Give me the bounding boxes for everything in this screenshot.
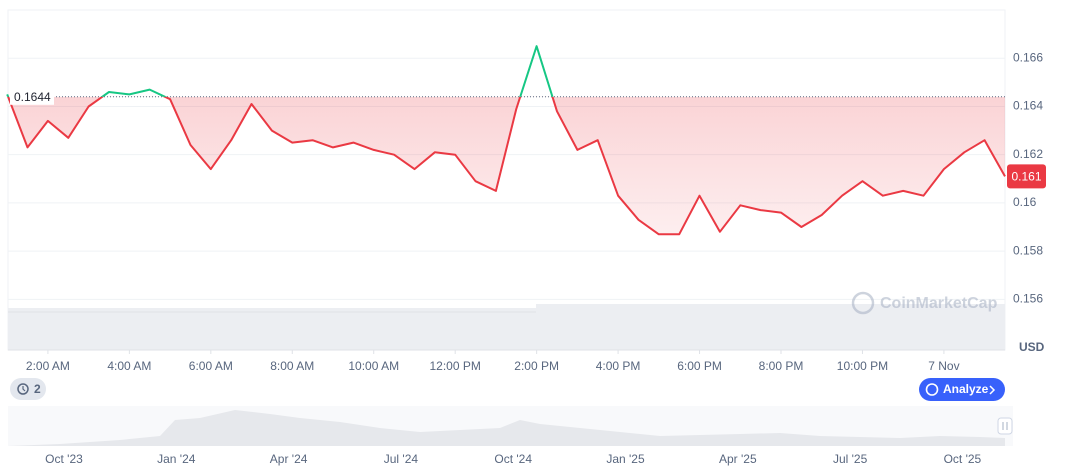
x-tick-label: 2:00 PM	[514, 359, 559, 373]
navigator-label: Jul '25	[833, 452, 868, 466]
navigator-label: Oct '24	[494, 452, 532, 466]
y-tick-label: 0.16	[1013, 195, 1037, 209]
x-tick-label: 10:00 AM	[348, 359, 399, 373]
baseline-label: 0.1644	[14, 90, 51, 104]
navigator-label: Apr '25	[719, 452, 757, 466]
navigator-labels: Oct '23 Jan '24 Apr '24 Jul '24 Oct '24 Jan '…	[45, 452, 981, 466]
x-tick-label: 12:00 PM	[429, 359, 480, 373]
baseline-label-bg	[10, 88, 54, 105]
y-tick-label: 0.158	[1013, 243, 1043, 257]
y-tick-label: 0.162	[1013, 147, 1043, 161]
x-ticks: 2:00 AM 4:00 AM 6:00 AM 8:00 AM 10:00 AM 12:0…	[26, 350, 960, 373]
y-tick-label: 0.164	[1013, 99, 1043, 113]
price-area	[8, 96, 1005, 235]
plot: 0.1644	[6, 45, 1006, 236]
annotation-badge[interactable]: 2	[10, 378, 46, 400]
navigator-label: Oct '25	[944, 452, 982, 466]
handle-grip	[1002, 422, 1008, 430]
watermark: CoinMarketCap	[851, 291, 998, 315]
x-tick-label: 2:00 AM	[26, 359, 70, 373]
navigator-handle[interactable]	[997, 417, 1013, 435]
x-tick-label: 8:00 PM	[759, 359, 804, 373]
y-axis-unit: USD	[1019, 340, 1045, 354]
x-tick-label: 8:00 AM	[270, 359, 314, 373]
x-tick-label: 6:00 PM	[677, 359, 722, 373]
current-price-tag	[1007, 164, 1046, 189]
x-tick-label: 4:00 AM	[107, 359, 151, 373]
watermark-text: CoinMarketCap	[880, 295, 998, 312]
analyze-button[interactable]: Analyze	[919, 378, 1005, 401]
y-tick-label: 0.156	[1013, 292, 1043, 306]
y-tick-label: 0.166	[1013, 50, 1043, 64]
x-tick-label: 7 Nov	[928, 359, 959, 373]
navigator-label: Apr '24	[270, 452, 308, 466]
current-price-label: 0.161	[1011, 170, 1041, 184]
volume-area	[8, 304, 1005, 350]
annotation-count: 2	[34, 382, 41, 396]
navigator-label: Jan '25	[606, 452, 645, 466]
navigator-area	[8, 410, 1005, 446]
x-tick-label: 4:00 PM	[596, 359, 641, 373]
analyze-label: Analyze	[943, 382, 989, 396]
x-tick-label: 6:00 AM	[189, 359, 233, 373]
navigator-label: Jan '24	[157, 452, 196, 466]
x-tick-label: 10:00 PM	[837, 359, 888, 373]
navigator-label: Oct '23	[45, 452, 83, 466]
price-line-fall	[7, 96, 1006, 236]
navigator-label: Jul '24	[384, 452, 419, 466]
